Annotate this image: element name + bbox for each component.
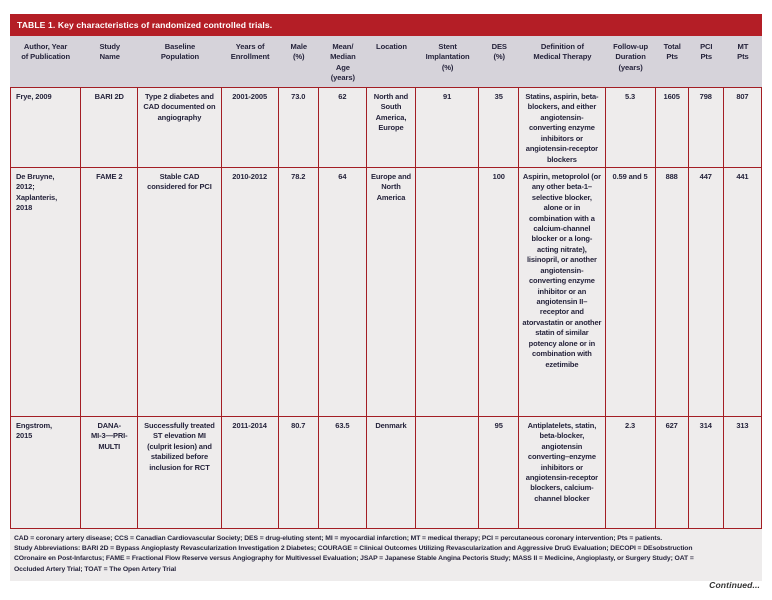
table-cell: 2010-2012: [221, 167, 279, 417]
rct-table-container: TABLE 1. Key characteristics of randomiz…: [10, 14, 762, 581]
column-header: Definition of Medical Therapy: [519, 36, 606, 88]
table-cell: BARI 2D: [81, 88, 139, 168]
table-row: Engstrom, 2015 DANA- MI-3—PRI- MULTI Succe…: [10, 416, 762, 529]
table-cell: 63.5: [318, 416, 367, 529]
table-cell: 62: [318, 88, 367, 168]
column-header: Baseline Population: [138, 36, 222, 88]
table-cell: 314: [688, 416, 724, 529]
table-cell: 888: [655, 167, 689, 417]
table-cell: Stable CAD considered for PCI: [138, 167, 222, 417]
table-cell: Successfully treated ST elevation MI (cu…: [138, 416, 222, 529]
table-cell: 100: [479, 167, 520, 417]
column-header: DES (%): [479, 36, 520, 88]
table-cell: Engstrom, 2015: [10, 416, 82, 529]
table-cell: 313: [723, 416, 762, 529]
table-cell: 80.7: [278, 416, 319, 529]
table-cell: De Bruyne, 2012; Xaplanteris, 2018: [10, 167, 82, 417]
column-header: Years of Enrollment: [221, 36, 279, 88]
table-cell: 95: [479, 416, 520, 529]
table-cell: 441: [723, 167, 762, 417]
column-header: Author, Year of Publication: [10, 36, 82, 88]
table-cell: 2001-2005: [221, 88, 279, 168]
footnote-line: Occluded Artery Trial; TOAT = The Open A…: [14, 565, 177, 573]
column-header: Location: [366, 36, 417, 88]
table-row: Frye, 2009 BARI 2D Type 2 diabetes and CAD…: [10, 88, 762, 168]
column-header: Study Name: [81, 36, 139, 88]
table-cell: 807: [723, 88, 762, 168]
table-cell: 0.59 and 5: [605, 167, 656, 417]
table-cell: 798: [688, 88, 724, 168]
table-cell: Europe and North America: [366, 167, 417, 417]
column-header: Male (%): [278, 36, 319, 88]
table-cell: [416, 167, 480, 417]
table-cell: North and South America, Europe: [366, 88, 417, 168]
table-cell: 73.0: [278, 88, 319, 168]
continued-label: Continued...: [709, 580, 760, 590]
header-row: Author, Year of Publication Study Name Bas…: [10, 36, 762, 88]
table-cell: Antiplatelets, statin, beta-blocker, ang…: [519, 416, 606, 529]
column-header: Follow-up Duration (years): [605, 36, 656, 88]
footnote-line: Study Abbreviations: BARI 2D = Bypass An…: [14, 545, 693, 553]
table-footnotes: CAD = coronary artery disease; CCS = Can…: [10, 528, 762, 581]
footnote-line: CAD = coronary artery disease; CCS = Can…: [14, 534, 663, 542]
column-header: Total Pts: [655, 36, 689, 88]
column-header: MT Pts: [723, 36, 762, 88]
table-cell: 64: [318, 167, 367, 417]
table-cell: 5.3: [605, 88, 656, 168]
column-header: Mean/ Median Age (years): [318, 36, 367, 88]
table-title: TABLE 1. Key characteristics of randomiz…: [10, 14, 762, 36]
table-cell: 447: [688, 167, 724, 417]
table-cell: 1605: [655, 88, 689, 168]
table-cell: Denmark: [366, 416, 417, 529]
rct-table: Author, Year of Publication Study Name Bas…: [10, 36, 762, 529]
footnote-line: COronaire en Post-Infarctus; FAME = Frac…: [14, 555, 694, 563]
table-cell: 35: [479, 88, 520, 168]
table-cell: Type 2 diabetes and CAD documented on an…: [138, 88, 222, 168]
column-header: Stent Implantation (%): [416, 36, 480, 88]
table-cell: 91: [416, 88, 480, 168]
table-cell: Statins, aspirin, beta-blockers, and eit…: [519, 88, 606, 168]
table-cell: 2.3: [605, 416, 656, 529]
table-cell: 627: [655, 416, 689, 529]
column-header: PCI Pts: [688, 36, 724, 88]
table-cell: DANA- MI-3—PRI- MULTI: [81, 416, 139, 529]
table-cell: 78.2: [278, 167, 319, 417]
table-body: Frye, 2009 BARI 2D Type 2 diabetes and CAD…: [10, 88, 762, 529]
table-row: De Bruyne, 2012; Xaplanteris, 2018 FAME 2…: [10, 167, 762, 417]
table-cell: 2011-2014: [221, 416, 279, 529]
table-cell: FAME 2: [81, 167, 139, 417]
table-cell: [416, 416, 480, 529]
table-cell: Frye, 2009: [10, 88, 82, 168]
table-cell: Aspirin, metoprolol (or any other beta-1…: [519, 167, 606, 417]
